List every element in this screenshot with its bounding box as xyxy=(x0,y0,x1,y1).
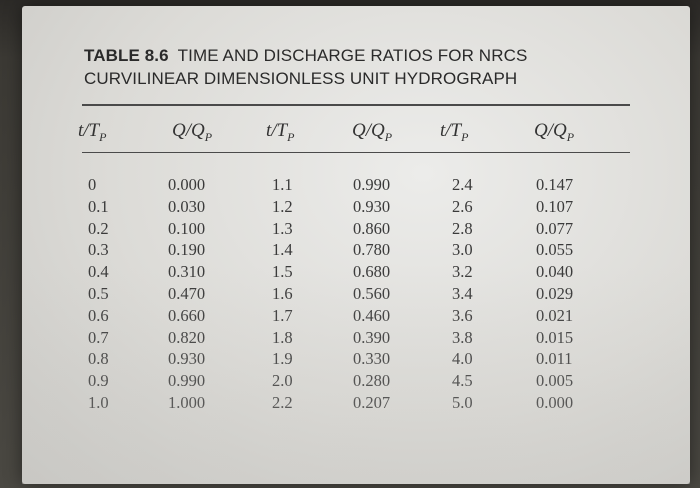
table-cell: 0.040 xyxy=(536,262,574,282)
table-header-rule xyxy=(82,152,630,153)
table-cell: 0.330 xyxy=(353,349,391,369)
table-cell: 0.7 xyxy=(88,327,109,347)
table-cell: 2.8 xyxy=(452,218,473,238)
table-cell: 3.4 xyxy=(452,283,473,303)
table-cell: 1.8 xyxy=(272,327,293,347)
table-cell: 0.780 xyxy=(353,240,391,260)
table-cell: 0.1 xyxy=(88,196,109,216)
table-cell: 4.0 xyxy=(452,349,473,369)
table-cell: 2.6 xyxy=(452,196,473,216)
column-discharge-ratio-3: 0.147 0.107 0.077 0.055 0.040 0.029 0.02… xyxy=(536,174,573,414)
table-cell: 1.7 xyxy=(272,305,293,325)
table-cell: 0.860 xyxy=(353,218,391,238)
table-cell: 1.9 xyxy=(272,349,293,369)
table-cell: 0.660 xyxy=(168,305,206,325)
table-cell: 0.820 xyxy=(168,327,206,347)
table-cell: 0.207 xyxy=(353,392,391,412)
table-cell: 3.0 xyxy=(452,240,473,260)
table-cell: 0.990 xyxy=(168,371,206,391)
column-time-ratio-2: 1.1 1.2 1.3 1.4 1.5 1.6 1.7 1.8 1.9 2.0 … xyxy=(272,174,293,414)
table-cell: 0.100 xyxy=(168,218,206,238)
table-top-rule xyxy=(82,104,630,106)
table-cell: 0.055 xyxy=(536,240,574,260)
table-cell: 5.0 xyxy=(452,392,473,412)
table-cell: 0.930 xyxy=(353,196,391,216)
table-cell: 0.030 xyxy=(168,196,206,216)
header-time-ratio-3: t/TP xyxy=(440,120,469,144)
table-cell: 0.000 xyxy=(536,392,574,412)
table-cell: 4.5 xyxy=(452,371,473,391)
table-title-line-1: TABLE 8.6 TIME AND DISCHARGE RATIOS FOR N… xyxy=(84,44,644,67)
table-cell: 2.4 xyxy=(452,175,473,194)
table-cell: 1.4 xyxy=(272,240,293,260)
table-cell: 1.5 xyxy=(272,262,293,282)
table-cell: 1.3 xyxy=(272,218,293,238)
table-cell: 2.2 xyxy=(272,392,293,412)
table-cell: 0.8 xyxy=(88,349,109,369)
table-title-line-2: CURVILINEAR DIMENSIONLESS UNIT HYDROGRAP… xyxy=(84,69,518,88)
table-cell: 0.930 xyxy=(168,349,206,369)
header-time-ratio-1: t/TP xyxy=(78,120,107,144)
table-cell: 0.000 xyxy=(168,175,206,194)
table-cell: 0.310 xyxy=(168,262,206,282)
table-cell: 0 xyxy=(88,175,97,194)
header-discharge-ratio-2: Q/QP xyxy=(352,120,393,144)
table-cell: 2.0 xyxy=(272,371,293,391)
table-cell: 1.6 xyxy=(272,283,293,303)
table-cell: 3.2 xyxy=(452,262,473,282)
column-time-ratio-3: 2.4 2.6 2.8 3.0 3.2 3.4 3.6 3.8 4.0 4.5 … xyxy=(452,174,473,414)
table-cell: 0.011 xyxy=(536,349,573,369)
table-cell: 0.3 xyxy=(88,240,109,260)
table-cell: 1.0 xyxy=(88,392,109,412)
table-cell: 0.077 xyxy=(536,218,574,238)
table-cell: 0.460 xyxy=(353,305,391,325)
table-title: TABLE 8.6 TIME AND DISCHARGE RATIOS FOR N… xyxy=(84,44,644,90)
column-discharge-ratio-1: 0.000 0.030 0.100 0.190 0.310 0.470 0.66… xyxy=(168,174,205,414)
table-cell: 0.280 xyxy=(353,371,391,391)
table-number: TABLE 8.6 xyxy=(84,46,169,65)
table-cell: 0.990 xyxy=(353,175,391,194)
table-cell: 0.2 xyxy=(88,218,109,238)
table-cell: 0.107 xyxy=(536,196,574,216)
column-time-ratio-1: 0 0.1 0.2 0.3 0.4 0.5 0.6 0.7 0.8 0.9 1.… xyxy=(88,174,109,414)
table-cell: 0.390 xyxy=(353,327,391,347)
header-discharge-ratio-3: Q/QP xyxy=(534,120,575,144)
table-cell: 0.015 xyxy=(536,327,574,347)
table-cell: 0.005 xyxy=(536,371,574,391)
table-cell: 1.000 xyxy=(168,392,206,412)
table-title-text-1: TIME AND DISCHARGE RATIOS FOR NRCS xyxy=(177,46,528,65)
table-cell: 0.9 xyxy=(88,371,109,391)
table-cell: 3.8 xyxy=(452,327,473,347)
table-cell: 0.560 xyxy=(353,283,391,303)
column-discharge-ratio-2: 0.990 0.930 0.860 0.780 0.680 0.560 0.46… xyxy=(353,174,390,414)
table-cell: 0.190 xyxy=(168,240,206,260)
header-discharge-ratio-1: Q/QP xyxy=(172,120,213,144)
table-cell: 0.5 xyxy=(88,283,109,303)
table-cell: 3.6 xyxy=(452,305,473,325)
table-cell: 1.2 xyxy=(272,196,293,216)
table-cell: 0.680 xyxy=(353,262,391,282)
table-cell: 1.1 xyxy=(272,175,293,194)
table-cell: 0.6 xyxy=(88,305,109,325)
table-cell: 0.029 xyxy=(536,283,574,303)
table-header-row: t/TP Q/QP t/TP Q/QP t/TP Q/QP xyxy=(22,120,690,144)
table-cell: 0.470 xyxy=(168,283,206,303)
table-cell: 0.4 xyxy=(88,262,109,282)
textbook-page: TABLE 8.6 TIME AND DISCHARGE RATIOS FOR N… xyxy=(22,6,690,484)
table-cell: 0.147 xyxy=(536,175,574,194)
header-time-ratio-2: t/TP xyxy=(266,120,295,144)
table-cell: 0.021 xyxy=(536,305,574,325)
